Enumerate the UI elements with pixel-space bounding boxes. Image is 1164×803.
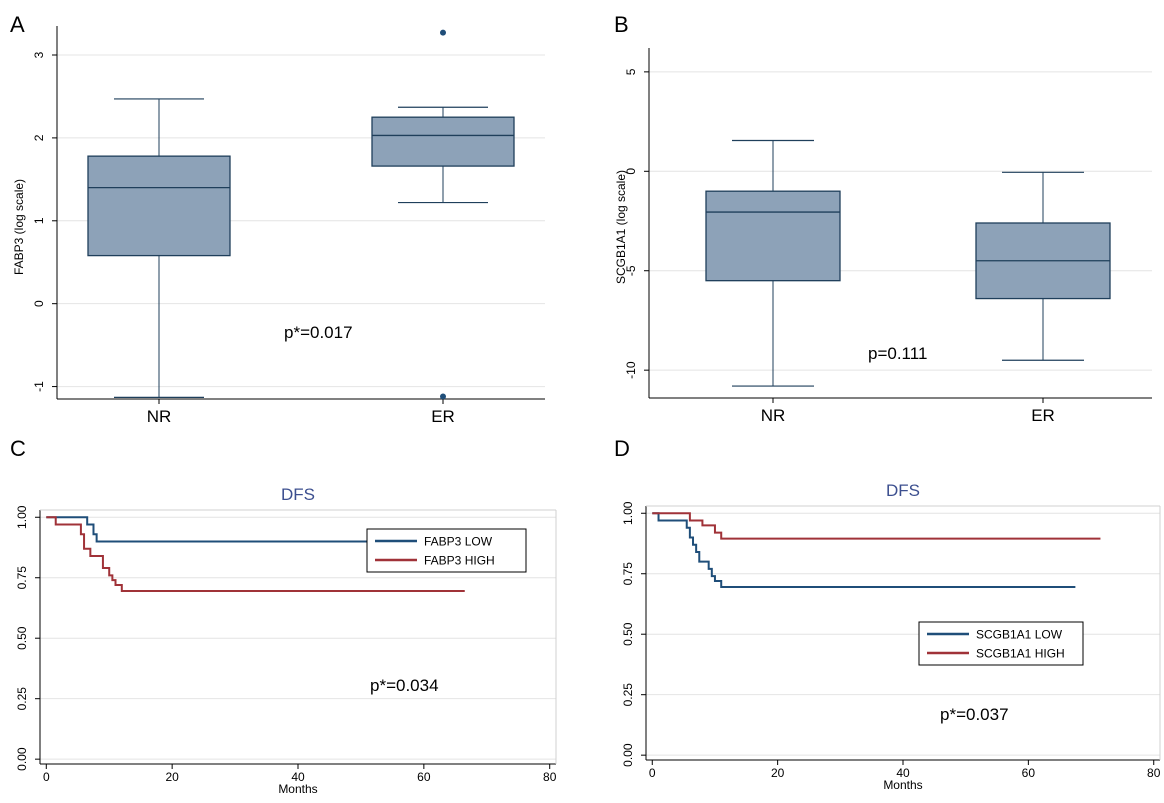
- y-tick-label: -10: [624, 361, 638, 379]
- legend: SCGB1A1 LOW SCGB1A1 HIGH: [918, 621, 1084, 666]
- y-tick-label: 0.75: [621, 562, 635, 586]
- chart-panel-2: 0.00 0.25 0.50 0.75 1.00 0 20 40 60 80 Months DFS FA…: [15, 485, 557, 796]
- x-tick-label: 80: [1147, 766, 1161, 780]
- y-tick-label: -5: [624, 265, 638, 276]
- box-er: [975, 171, 1111, 361]
- legend-box: [366, 528, 527, 573]
- y-tick-label: 3: [32, 51, 46, 58]
- x-tick-label: ER: [431, 407, 455, 426]
- panel-letter-c: C: [10, 436, 26, 461]
- legend-label: FABP3 HIGH: [424, 554, 495, 568]
- x-tick-label: 80: [543, 770, 557, 784]
- y-tick-label: 0.00: [621, 743, 635, 767]
- panel-letter-d: D: [614, 436, 630, 461]
- y-tick-label: 1: [32, 217, 46, 224]
- survival-curve-0: [652, 512, 1076, 589]
- x-tick-label: ER: [1031, 406, 1055, 425]
- chart-title: DFS: [281, 485, 315, 504]
- legend-label: SCGB1A1 LOW: [976, 628, 1063, 642]
- box-nr: [705, 139, 841, 387]
- survival-curve-1: [652, 512, 1101, 540]
- legend-box: [918, 621, 1084, 666]
- chart-panel-0: -1 0 1 2 3 FABP3 (log scale) NR ER p*=0.017: [12, 26, 545, 426]
- x-tick-label: NR: [761, 406, 786, 425]
- y-tick-label: 0: [32, 300, 46, 307]
- p-value-annotation: p*=0.017: [284, 323, 353, 342]
- box-er: [371, 29, 515, 400]
- x-tick-label: 20: [771, 766, 785, 780]
- x-tick-label: 20: [165, 770, 179, 784]
- iqr-box: [371, 116, 515, 167]
- chart-panel-1: 5 0 -5 -10 SCGB1A1 (log scale) NR ER p=0.111: [614, 48, 1152, 425]
- panel-letter-a: A: [10, 12, 25, 37]
- x-tick-label: 40: [291, 770, 305, 784]
- iqr-box: [87, 155, 231, 257]
- y-tick-label: 5: [624, 68, 638, 75]
- legend-label: FABP3 LOW: [424, 535, 493, 549]
- legend-label: SCGB1A1 HIGH: [976, 647, 1065, 661]
- y-tick-label: 0.50: [15, 626, 29, 650]
- x-tick-label: 60: [417, 770, 431, 784]
- box-nr: [87, 98, 231, 398]
- y-tick-label: 0: [624, 168, 638, 175]
- chart-title: DFS: [886, 481, 920, 500]
- panel-letter-b: B: [614, 12, 629, 37]
- y-axis-label: SCGB1A1 (log scale): [614, 170, 628, 284]
- y-tick-label: 1.00: [621, 501, 635, 525]
- y-tick-label: 0.50: [621, 622, 635, 646]
- p-value-annotation: p=0.111: [868, 344, 927, 363]
- chart-panel-3: 0.00 0.25 0.50 0.75 1.00 0 20 40 60 80 Months DFS SC…: [621, 481, 1161, 792]
- y-tick-label: -1: [32, 381, 46, 392]
- x-tick-label: 0: [43, 770, 50, 784]
- legend: FABP3 LOW FABP3 HIGH: [366, 528, 527, 573]
- x-tick-label: 0: [649, 766, 656, 780]
- x-axis-label: Months: [278, 782, 317, 796]
- x-axis-label: Months: [883, 778, 922, 792]
- p-value-annotation: p*=0.034: [370, 676, 439, 695]
- x-tick-label: 40: [896, 766, 910, 780]
- outlier-point: [440, 393, 446, 400]
- p-value-annotation: p*=0.037: [940, 705, 1009, 724]
- y-tick-label: 2: [32, 134, 46, 141]
- x-tick-label: NR: [147, 407, 172, 426]
- y-tick-label: 0.25: [15, 687, 29, 711]
- x-tick-label: 60: [1022, 766, 1036, 780]
- iqr-box: [705, 190, 841, 282]
- y-tick-label: 0.25: [621, 683, 635, 707]
- y-tick-label: 1.00: [15, 505, 29, 529]
- y-tick-label: 0.75: [15, 566, 29, 590]
- survival-curve-1: [46, 516, 465, 593]
- y-axis-label: FABP3 (log scale): [12, 179, 26, 275]
- y-tick-label: 0.00: [15, 747, 29, 771]
- survival-curve-0: [46, 516, 497, 543]
- outlier-point: [440, 29, 446, 36]
